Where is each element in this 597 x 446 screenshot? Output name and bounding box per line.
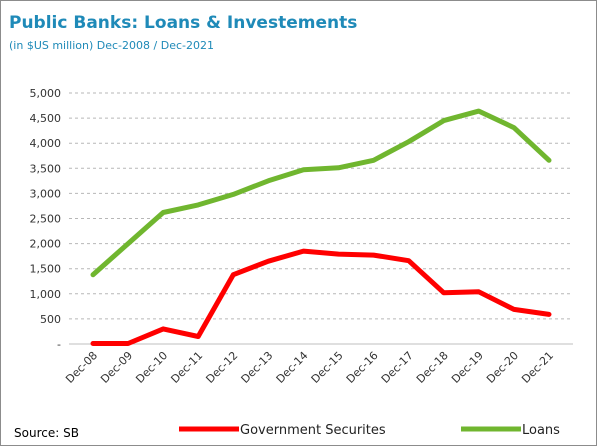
y-tick-label: 1,000 xyxy=(30,288,62,301)
legend: Government Securites Loans xyxy=(179,423,560,438)
x-tick-label: Dec-13 xyxy=(239,349,276,386)
gridlines xyxy=(69,93,573,319)
x-tick-label: Dec-16 xyxy=(344,349,381,386)
x-tick-label: Dec-10 xyxy=(133,349,170,386)
x-tick-label: Dec-20 xyxy=(484,349,521,386)
x-axis-ticks: Dec-08Dec-09Dec-10Dec-11Dec-12Dec-13Dec-… xyxy=(63,349,556,386)
y-tick-label: 5,000 xyxy=(30,87,62,100)
x-tick-label: Dec-14 xyxy=(274,349,311,386)
legend-label-0: Government Securites xyxy=(240,423,386,438)
x-tick-label: Dec-15 xyxy=(309,349,346,386)
y-tick-label: 2,500 xyxy=(30,213,62,226)
x-tick-label: Dec-21 xyxy=(519,349,556,386)
source-note: Source: SB xyxy=(14,426,79,440)
x-tick-label: Dec-09 xyxy=(98,349,135,386)
x-tick-label: Dec-19 xyxy=(449,349,486,386)
series-lines xyxy=(93,111,549,343)
y-tick-label: 3,500 xyxy=(30,162,62,175)
x-tick-label: Dec-18 xyxy=(414,349,451,386)
legend-label-1: Loans xyxy=(522,423,560,438)
x-tick-label: Dec-12 xyxy=(203,349,240,386)
y-tick-label: 4,500 xyxy=(30,112,62,125)
y-axis-ticks: - 500 1,000 1,500 2,000 2,500 3,000 3,500 4,000 4… xyxy=(30,87,62,351)
x-tick-label: Dec-08 xyxy=(63,349,100,386)
y-tick-label: 2,000 xyxy=(30,238,62,251)
x-tick-label: Dec-11 xyxy=(168,349,205,386)
y-tick-label: 1,500 xyxy=(30,263,62,276)
series-line-0 xyxy=(93,251,549,343)
y-tick-label: - xyxy=(57,338,61,351)
y-tick-label: 3,000 xyxy=(30,187,62,200)
y-tick-label: 4,000 xyxy=(30,137,62,150)
x-tick-label: Dec-17 xyxy=(379,349,416,386)
y-tick-label: 500 xyxy=(40,313,61,326)
